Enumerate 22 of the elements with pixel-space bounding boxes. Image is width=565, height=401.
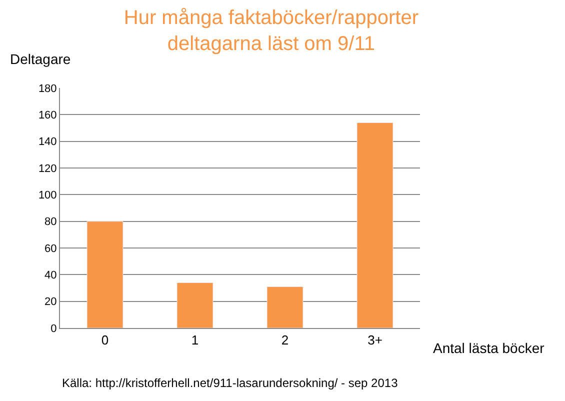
y-tick-label: 80 <box>44 216 57 228</box>
y-tick-label: 20 <box>44 296 57 308</box>
x-tick-label: 1 <box>191 332 199 348</box>
y-tick-label: 160 <box>38 110 57 122</box>
text: Källa: http://kristofferhell.net/911-lasarundersokning/ - sep 2013 <box>62 376 398 390</box>
y-tick-label: 180 <box>38 82 57 95</box>
chart-title: Hur många faktaböcker/rapporter deltagarna läst om 9/11 <box>124 7 419 56</box>
y-tick-label: 40 <box>44 270 57 282</box>
x-tick-label: 3+ <box>368 332 382 348</box>
y-tick-label: 0 <box>50 322 57 335</box>
x-axis-title: Antal lästa böcker <box>433 340 545 356</box>
bar <box>86 221 124 328</box>
y-axis-title: Deltagare <box>10 51 71 67</box>
y-tick-label: 100 <box>38 190 57 202</box>
y-tick-label: 120 <box>38 162 57 175</box>
y-tick-label: 140 <box>38 136 57 148</box>
y-tick-label: 60 <box>44 242 57 255</box>
bar <box>176 282 214 328</box>
bar <box>266 286 304 328</box>
bar <box>356 122 394 328</box>
x-tick-label: 2 <box>281 332 289 348</box>
x-tick-label: 0 <box>101 332 109 348</box>
